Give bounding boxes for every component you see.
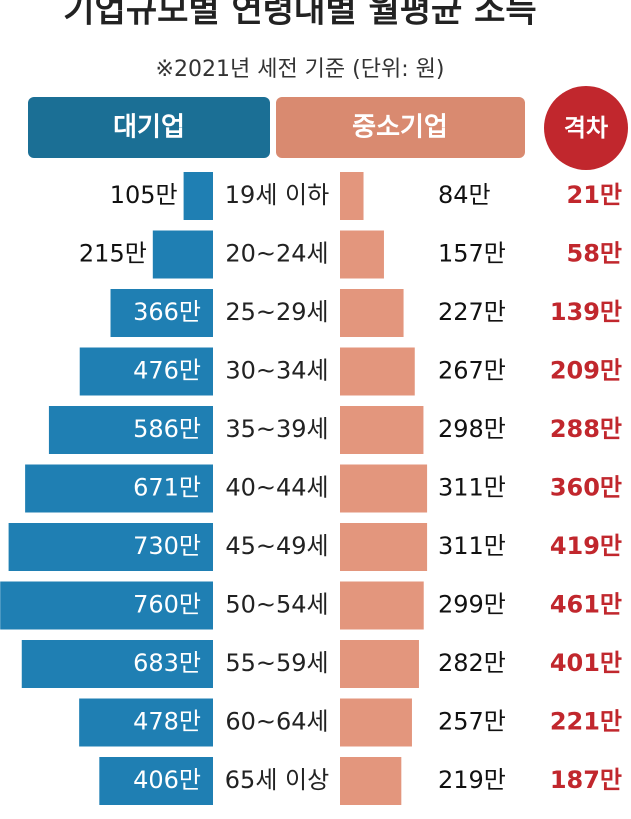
- value-label: 298만: [438, 415, 506, 443]
- bar: [79, 347, 213, 396]
- value-label: 760만: [133, 591, 201, 619]
- value-label: 299만: [438, 591, 506, 619]
- gap-value: 461만: [550, 591, 622, 619]
- category-label: 65세 이상: [225, 766, 329, 794]
- bar: [99, 757, 213, 805]
- value-label: 105만: [110, 181, 178, 209]
- gap-value: 139만: [550, 298, 622, 326]
- bar: [0, 581, 214, 630]
- gap-header: 격차: [564, 114, 608, 142]
- gap-value: 419만: [550, 532, 622, 560]
- bar: [48, 406, 213, 454]
- bar: [183, 172, 213, 220]
- value-label: 215만: [79, 240, 147, 268]
- value-label: 311만: [438, 474, 506, 502]
- bar: [8, 523, 213, 571]
- chart-title: 기업규모별 연령대별 월평균 소득: [63, 0, 536, 31]
- gap-value: 187만: [550, 766, 622, 794]
- gap-value: 360만: [550, 474, 622, 502]
- legend-box: [276, 97, 525, 158]
- bar: [340, 347, 415, 396]
- legend-label: 대기업: [113, 113, 185, 143]
- value-label: 406만: [133, 766, 201, 794]
- value-label: 282만: [438, 649, 506, 677]
- category-label: 20~24세: [225, 240, 328, 268]
- bar: [340, 581, 424, 630]
- chart-subtitle: ※2021년 세전 기준 (단위: 원): [156, 57, 445, 82]
- category-label: 60~64세: [225, 708, 328, 736]
- bar: [21, 640, 214, 688]
- value-label: 730만: [133, 532, 201, 560]
- value-label: 683만: [133, 649, 201, 677]
- category-label: 40~44세: [225, 474, 328, 502]
- category-label: 25~29세: [225, 298, 328, 326]
- category-label: 45~49세: [225, 532, 328, 560]
- bar: [340, 464, 428, 513]
- category-label: 50~54세: [225, 591, 328, 619]
- value-label: 671만: [133, 474, 201, 502]
- bar: [340, 172, 364, 220]
- value-label: 366만: [133, 298, 201, 326]
- gap-value: 58만: [567, 240, 622, 268]
- bar: [340, 523, 428, 571]
- bar: [340, 289, 404, 337]
- bar: [340, 230, 384, 279]
- bar: [340, 640, 419, 688]
- bar: [79, 698, 213, 747]
- gap-value: 209만: [550, 357, 622, 385]
- value-label: 157만: [438, 240, 506, 268]
- category-label: 55~59세: [225, 649, 328, 677]
- value-label: 476만: [133, 357, 201, 385]
- value-label: 586만: [133, 415, 201, 443]
- value-label: 267만: [438, 357, 506, 385]
- value-label: 311만: [438, 532, 506, 560]
- gap-value: 221만: [550, 708, 622, 736]
- value-label: 257만: [438, 708, 506, 736]
- category-label: 19세 이하: [225, 181, 329, 209]
- value-label: 227만: [438, 298, 506, 326]
- bar: [340, 406, 424, 454]
- bar: [340, 757, 402, 805]
- value-label: 219만: [438, 766, 506, 794]
- value-label: 84만: [438, 181, 491, 209]
- bar: [340, 698, 412, 747]
- gap-value: 21만: [567, 181, 622, 209]
- bar: [25, 464, 214, 513]
- category-label: 35~39세: [225, 415, 328, 443]
- legend-box: [28, 97, 270, 158]
- category-label: 30~34세: [225, 357, 328, 385]
- bar: [152, 230, 213, 279]
- gap-header-circle: [544, 86, 628, 170]
- legend-label: 중소기업: [352, 113, 448, 143]
- gap-value: 288만: [550, 415, 622, 443]
- value-label: 478만: [133, 708, 201, 736]
- gap-value: 401만: [550, 649, 622, 677]
- bar: [110, 289, 213, 337]
